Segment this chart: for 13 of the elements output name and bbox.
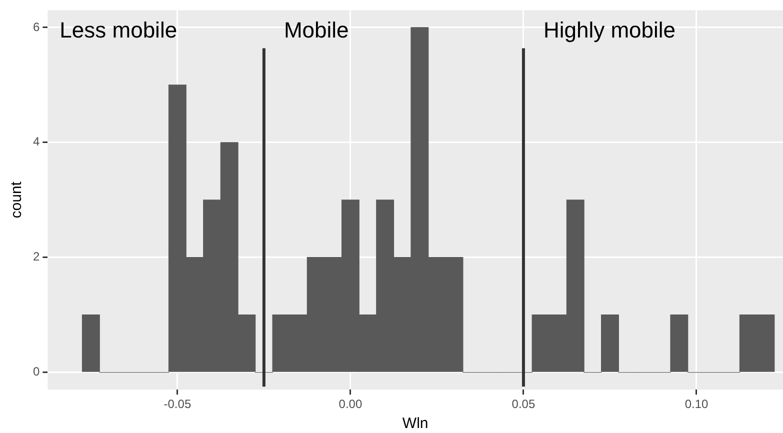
x-tick-label: 0.00 [338,397,362,412]
y-tick-label: 4 [32,134,40,149]
x-tick-label: -0.05 [164,397,192,412]
y-axis-title: count [8,180,26,218]
y-tick-label: 0 [32,364,40,379]
y-tick-label: 2 [32,250,40,264]
x-tick-label: 0.10 [684,397,708,412]
annotation: Highly mobile [543,17,676,42]
annotation: Mobile [284,17,349,42]
x-tick-label: 0.05 [512,397,536,412]
annotation: Less mobile [60,17,178,42]
x-axis-title: Wln [402,415,428,432]
y-tick-label: 6 [32,20,40,34]
